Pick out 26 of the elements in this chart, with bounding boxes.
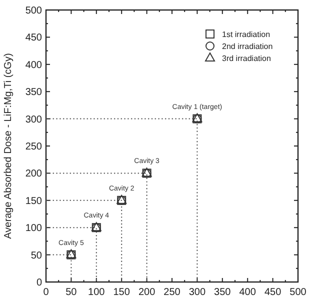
x-tick-label: 200 [138, 287, 156, 298]
y-tick-label: 100 [25, 223, 42, 234]
x-tick-label: 400 [239, 287, 256, 298]
legend-label: 1st irradiation [222, 30, 270, 39]
x-tick-label: 50 [66, 287, 78, 298]
y-tick-label: 450 [25, 32, 42, 44]
x-tick-label: 250 [164, 287, 181, 298]
y-tick-label: 350 [25, 87, 42, 98]
y-tick-label: 500 [25, 6, 42, 16]
x-tick-label: 150 [113, 287, 130, 298]
x-tick-label: 350 [214, 287, 232, 298]
x-tick-label: 500 [290, 287, 307, 298]
x-tick-label: 0 [43, 287, 50, 298]
y-tick-label: 300 [25, 114, 42, 126]
x-tick-label: 100 [88, 287, 106, 298]
y-tick-label: 150 [25, 196, 42, 207]
y-tick-label: 0 [36, 278, 42, 288]
x-tick-label: 300 [188, 287, 206, 298]
y-tick-label: 200 [25, 168, 42, 180]
y-axis-title: Average Absorbed Dose - LiF:Mg,Ti (cGy) [3, 53, 14, 239]
y-tick-label: 250 [25, 142, 42, 152]
legend-label: 2nd irradiation [222, 42, 273, 51]
y-tick-label: 50 [30, 250, 42, 262]
y-tick-label: 400 [25, 60, 42, 71]
x-tick-label: 450 [264, 287, 282, 298]
legend-label: 3rd irradiation [222, 54, 271, 63]
